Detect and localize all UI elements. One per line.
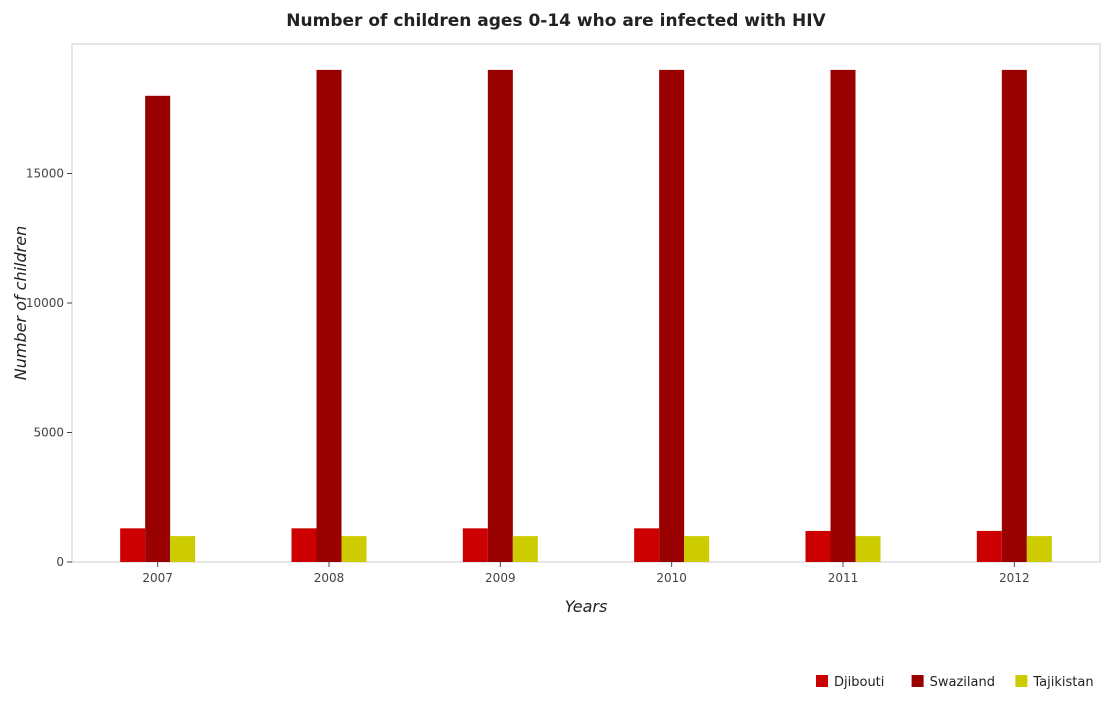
legend: Djibouti Swaziland Tajikistan [816,675,1094,690]
bar-tajikistan-2011 [855,536,881,562]
legend-label-djibouti: Djibouti [834,675,884,690]
bar-swaziland-2010 [659,69,685,563]
bar-djibouti-2011 [805,530,831,562]
x-tick-label: 2012 [999,571,1030,585]
x-tick-label: 2008 [314,571,345,585]
legend-label-tajikistan: Tajikistan [1032,675,1093,690]
y-tick-label: 15000 [26,167,64,181]
x-tick-label: 2011 [828,571,859,585]
bar-djibouti-2009 [462,528,488,562]
bar-tajikistan-2007 [170,536,196,562]
bar-swaziland-2008 [316,69,342,563]
chart-title: Number of children ages 0-14 who are inf… [286,11,826,31]
y-axis-label: Number of children [11,226,30,380]
bar-swaziland-2007 [145,95,171,563]
legend-swatch-swaziland [911,675,924,687]
y-tick-label: 5000 [33,426,64,440]
legend-label-swaziland: Swaziland [930,675,995,690]
x-axis-label: Years [565,597,608,616]
bar-djibouti-2007 [120,528,146,562]
bar-swaziland-2009 [487,69,513,563]
y-tick-label: 10000 [26,296,64,310]
x-tick-label: 2009 [485,571,516,585]
bar-tajikistan-2012 [1026,536,1052,562]
plot-area: 0 5000 10000 15000 2007 2008 2009 2010 2011 2012 [26,43,1101,585]
bar-swaziland-2012 [1001,69,1027,563]
x-tick-label: 2007 [142,571,173,585]
bar-djibouti-2010 [634,528,660,562]
x-tick-label: 2010 [656,571,687,585]
legend-swatch-tajikistan [1015,675,1028,687]
bar-tajikistan-2008 [341,536,367,562]
bar-djibouti-2008 [291,528,317,562]
legend-swatch-djibouti [816,675,828,687]
bar-swaziland-2011 [830,69,856,563]
bar-tajikistan-2009 [512,536,538,562]
bar-tajikistan-2010 [684,536,710,562]
bar-djibouti-2012 [976,530,1002,562]
y-tick-label: 0 [56,555,64,569]
